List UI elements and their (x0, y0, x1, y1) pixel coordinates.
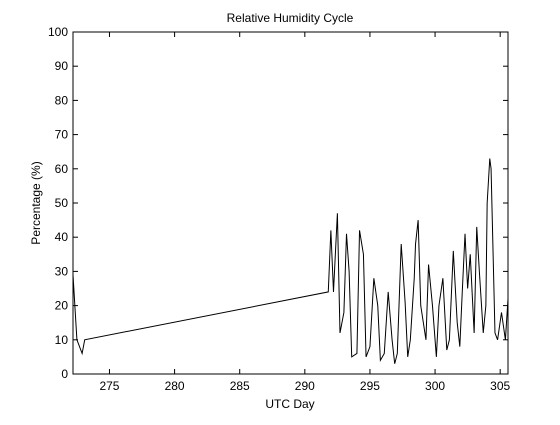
x-tick-label: 290 (295, 379, 315, 393)
data-line (72, 158, 509, 364)
y-tick-label: 10 (55, 333, 69, 347)
y-tick-label: 50 (55, 196, 69, 210)
y-tick-label: 0 (61, 367, 68, 381)
chart-title: Relative Humidity Cycle (227, 11, 354, 25)
y-tick-label: 90 (55, 59, 69, 73)
y-tick-label: 30 (55, 264, 69, 278)
x-axis-label: UTC Day (265, 397, 314, 411)
x-tick-label: 275 (99, 379, 119, 393)
y-tick-label: 20 (55, 299, 69, 313)
y-tick-label: 70 (55, 128, 69, 142)
x-tick-label: 280 (165, 379, 185, 393)
y-tick-label: 40 (55, 230, 69, 244)
y-tick-label: 100 (48, 25, 68, 39)
x-tick-label: 305 (490, 379, 510, 393)
y-axis-label: Percentage (%) (29, 161, 43, 244)
y-tick-label: 60 (55, 162, 69, 176)
plot-frame (72, 31, 509, 375)
y-tick-label: 80 (55, 93, 69, 107)
x-tick-label: 295 (360, 379, 380, 393)
x-tick-label: 285 (230, 379, 250, 393)
x-tick-label: 300 (425, 379, 445, 393)
